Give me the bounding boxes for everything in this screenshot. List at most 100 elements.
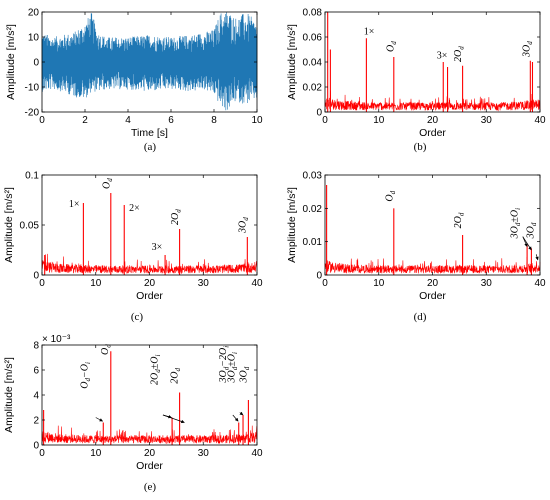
annotation-6: 3Od bbox=[238, 366, 251, 383]
x-tick-label: 20 bbox=[144, 448, 156, 459]
x-tick-label: 0 bbox=[322, 278, 328, 289]
x-tick-label: 10 bbox=[90, 278, 102, 289]
annotation-3: 3× bbox=[152, 242, 163, 253]
spectrum-line bbox=[324, 90, 541, 112]
svg-text:2Od: 2Od bbox=[170, 209, 183, 225]
caption-d: (d) bbox=[414, 311, 427, 323]
caption-a: (a) bbox=[144, 141, 157, 153]
spectrum-line bbox=[324, 256, 541, 275]
spectrum-line bbox=[41, 253, 258, 275]
y-tick-label: 0 bbox=[316, 271, 322, 282]
annotation-2: 2Od±Oi bbox=[150, 355, 163, 385]
annotation-0: 1× bbox=[69, 199, 80, 210]
panel-e-series bbox=[41, 351, 258, 445]
y-axis-label: Amplitude [m/s²] bbox=[3, 187, 15, 263]
y-tick-label: 0.02 bbox=[303, 83, 323, 94]
annotation-4: 2Od bbox=[170, 209, 183, 225]
y-tick-label: 0.03 bbox=[303, 171, 323, 182]
panel-a: 0 2 4 6 8 10 -20 -10 0 10 20 Time [s] Amplitude [m/s… bbox=[5, 8, 263, 154]
x-axis-label: Time [s] bbox=[131, 127, 168, 139]
annotation-2: 2× bbox=[129, 203, 140, 214]
x-tick-label: 0 bbox=[39, 448, 45, 459]
svg-text:Od: Od bbox=[385, 190, 398, 201]
x-tick-label: 10 bbox=[373, 278, 385, 289]
svg-text:2Od: 2Od bbox=[453, 46, 466, 62]
y-tick-label: 0.04 bbox=[303, 58, 323, 69]
plot-frame bbox=[41, 174, 258, 276]
x-tick-label: 8 bbox=[211, 115, 217, 126]
svg-text:3Od: 3Od bbox=[238, 217, 251, 234]
panel-b: 0 10 20 30 40 0 0.02 0.04 0.06 0.08 Order Amplitude… bbox=[286, 8, 546, 154]
svg-text:3Od: 3Od bbox=[526, 222, 539, 239]
y-tick-label: 0.02 bbox=[303, 204, 323, 215]
caption-c: (c) bbox=[131, 311, 144, 323]
y-tick-label: 0.01 bbox=[303, 237, 323, 248]
svg-text:3Od±Oi: 3Od±Oi bbox=[509, 208, 522, 239]
x-tick-label: 0 bbox=[39, 278, 45, 289]
y-tick-label: 0.05 bbox=[20, 221, 40, 232]
plot-frame bbox=[324, 11, 541, 113]
x-tick-label: 40 bbox=[251, 278, 263, 289]
x-axis-label: Order bbox=[136, 460, 163, 472]
y-tick-label: -10 bbox=[25, 83, 40, 94]
annotation-5: 3Od±Oi bbox=[226, 352, 239, 383]
x-tick-label: 40 bbox=[534, 278, 546, 289]
annotation-5: 3Od bbox=[238, 217, 251, 234]
x-tick-label: 0 bbox=[39, 115, 45, 126]
annotation-0: Od−Oi bbox=[80, 362, 93, 389]
y-tick-label: 4 bbox=[33, 391, 39, 402]
x-tick-label: 20 bbox=[427, 278, 439, 289]
x-axis-label: Order bbox=[136, 290, 163, 302]
y-axis-label: Amplitude [m/s²] bbox=[286, 187, 298, 263]
annotation-arrow bbox=[232, 414, 239, 422]
y-tick-label: 0.06 bbox=[303, 33, 323, 44]
x-tick-label: 10 bbox=[373, 115, 385, 126]
y-axis-label: Amplitude [m/s²] bbox=[286, 24, 298, 100]
y-tick-label: 20 bbox=[28, 8, 40, 19]
panel-a-series bbox=[41, 12, 258, 111]
svg-text:2Od±Oi: 2Od±Oi bbox=[150, 355, 163, 385]
y-tick-label: 6 bbox=[33, 366, 39, 377]
x-tick-label: 10 bbox=[251, 115, 263, 126]
x-tick-label: 0 bbox=[322, 115, 328, 126]
y-tick-label: 0 bbox=[316, 108, 322, 119]
svg-text:3Od: 3Od bbox=[521, 41, 534, 58]
annotation-3: 2Od bbox=[169, 368, 182, 384]
svg-text:Od−Oi: Od−Oi bbox=[80, 362, 93, 389]
x-tick-label: 40 bbox=[251, 448, 263, 459]
annotation-1: 2Od bbox=[453, 212, 466, 228]
annotation-4: 3Od−2Oi bbox=[218, 346, 231, 384]
x-tick-label: 30 bbox=[198, 448, 210, 459]
svg-text:2Od: 2Od bbox=[169, 368, 182, 384]
annotation-arrow bbox=[95, 417, 104, 422]
annotation-0: 1× bbox=[364, 27, 375, 38]
y-axis-label: Amplitude [m/s²] bbox=[5, 24, 17, 100]
y-tick-label: 0.1 bbox=[25, 171, 39, 182]
time-signal-line bbox=[41, 12, 258, 111]
y-tick-label: 0.08 bbox=[303, 8, 323, 19]
caption-b: (b) bbox=[414, 141, 427, 153]
panel-c-series bbox=[41, 193, 258, 275]
x-axis-label: Order bbox=[419, 127, 446, 139]
svg-text:3Od−2Oi: 3Od−2Oi bbox=[218, 346, 231, 384]
x-tick-label: 10 bbox=[90, 448, 102, 459]
panel-d-series bbox=[324, 185, 541, 275]
annotation-2: 3× bbox=[437, 50, 448, 61]
x-tick-label: 30 bbox=[481, 278, 493, 289]
svg-text:Od: Od bbox=[100, 344, 113, 355]
x-tick-label: 20 bbox=[427, 115, 439, 126]
annotation-1: Od bbox=[102, 178, 115, 189]
panel-e: 0 10 20 30 40 0 2 4 6 8× 10⁻³ Order Amplitude [m/s²… bbox=[3, 334, 263, 493]
y-multiplier: × 10⁻³ bbox=[42, 334, 71, 345]
panel-c: 0 10 20 30 40 0 0.05 0.1 Order Amplitude [m/s²] 1×… bbox=[3, 171, 263, 324]
y-tick-label: -20 bbox=[25, 108, 40, 119]
annotation-1: Od bbox=[385, 41, 398, 52]
x-tick-label: 6 bbox=[168, 115, 174, 126]
y-tick-label: 0 bbox=[33, 441, 39, 452]
svg-text:Od: Od bbox=[385, 41, 398, 52]
spectrum-line bbox=[41, 425, 258, 445]
x-tick-label: 30 bbox=[481, 115, 493, 126]
y-axis-label: Amplitude [m/s²] bbox=[3, 357, 15, 433]
annotation-arrow bbox=[535, 254, 539, 261]
